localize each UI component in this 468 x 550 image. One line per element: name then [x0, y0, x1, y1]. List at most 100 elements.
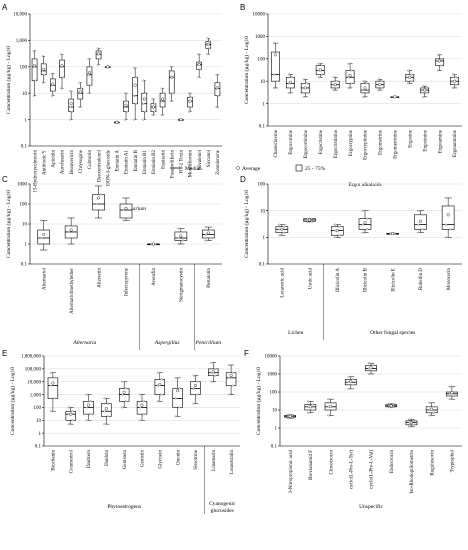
- box-item: Alternariolmethylether: [64, 217, 78, 314]
- box-item: Ergotaminine: [450, 73, 459, 157]
- data-point: [52, 77, 55, 80]
- data-point: [122, 219, 125, 222]
- box-average: [170, 75, 174, 79]
- panel-b: B 0.1 1 10 100 1000 10000 Concentration (µg/kg)…: [240, 3, 462, 188]
- panel-e: E 0.1 1 10 100 1,000 10,000 100,000 1,000,000 Con…: [2, 349, 240, 514]
- data-point: [41, 55, 44, 58]
- box-average: [349, 380, 353, 384]
- box-item: Illicicolin B: [358, 209, 372, 292]
- data-point: [188, 92, 191, 95]
- data-point: [178, 387, 181, 390]
- data-point: [335, 80, 338, 83]
- legend-average-label: Average: [242, 166, 261, 172]
- y-tick-label: 1: [275, 427, 278, 432]
- box-average: [179, 234, 183, 238]
- box-average: [133, 83, 137, 87]
- category-label: Chanoclavine: [274, 129, 279, 157]
- data-point: [445, 223, 447, 226]
- y-tick-label: 10: [22, 92, 28, 97]
- y-tick-label: 1000: [267, 373, 278, 378]
- data-point: [273, 73, 275, 76]
- box-item: Enniatin B2: [150, 98, 157, 175]
- category-label: Nivalenol: [198, 149, 203, 169]
- category-label: Rugulusovin: [430, 450, 435, 476]
- category-label: Siccanol: [207, 149, 212, 167]
- box-average: [430, 407, 434, 411]
- box-iqr: [47, 377, 59, 399]
- data-point: [440, 64, 443, 67]
- data-point: [368, 362, 370, 365]
- data-point: [290, 76, 293, 79]
- data-point: [362, 80, 365, 83]
- category-label: Ergocristinine: [334, 129, 339, 158]
- data-point: [40, 219, 43, 222]
- box-iqr: [77, 88, 84, 100]
- data-point: [215, 73, 218, 76]
- box-average: [408, 75, 412, 79]
- y-tick-label: 1,000: [30, 393, 42, 398]
- category-label: Biochanin: [52, 450, 57, 471]
- category-label: Apicidin: [52, 150, 57, 168]
- box-item: Beauvericin: [68, 90, 75, 174]
- data-point: [449, 204, 452, 207]
- box-item: Alternariol: [37, 219, 51, 290]
- data-point: [290, 86, 293, 89]
- data-point: [327, 398, 330, 401]
- box-average: [335, 229, 339, 233]
- box-average: [348, 73, 352, 77]
- box-item: 15-Hydroxyculmorin: [31, 49, 38, 193]
- data-point: [122, 197, 125, 199]
- category-label: Monocerin: [447, 268, 452, 290]
- data-point: [351, 383, 354, 386]
- category-label: Brevianamid F: [309, 450, 314, 480]
- data-point: [351, 378, 354, 381]
- data-point: [408, 418, 411, 421]
- y-tick-label: 1000: [17, 183, 28, 188]
- box-item: Ergometrine: [375, 78, 385, 155]
- data-point: [139, 419, 142, 422]
- data-point: [139, 393, 142, 396]
- box-iqr: [441, 205, 455, 230]
- data-point: [144, 92, 147, 95]
- data-point: [34, 79, 37, 82]
- data-point: [189, 96, 192, 99]
- data-point: [278, 223, 281, 226]
- category-label: Enniatin B2: [152, 150, 157, 175]
- category-label: Ergotaminine: [453, 129, 458, 157]
- data-point: [214, 374, 217, 377]
- box-average: [122, 390, 126, 394]
- data-point: [192, 374, 195, 377]
- box-average: [87, 403, 91, 407]
- data-point: [99, 193, 102, 196]
- category-label: Lecanoric acid: [281, 268, 286, 298]
- category-label: Culmorin: [88, 150, 93, 170]
- data-point: [40, 237, 43, 239]
- box-item: Usnic acid: [303, 217, 316, 289]
- group-label: Penicillium: [195, 340, 221, 346]
- box-iqr: [225, 372, 237, 386]
- category-label: cyclo(L-Pro-L-Val): [370, 450, 375, 489]
- box-average: [438, 59, 442, 63]
- y-axis-label: Concentration (µg/kg) - Log10: [255, 367, 262, 435]
- data-point: [89, 413, 92, 416]
- data-point: [449, 228, 452, 231]
- box-average: [273, 53, 277, 57]
- group-label-line: glucosides: [211, 508, 234, 514]
- category-label: cyclo(L-Pro-L-Tyr): [349, 450, 354, 489]
- data-point: [95, 203, 98, 205]
- data-point: [71, 110, 74, 113]
- data-point: [205, 233, 208, 236]
- y-tick-label: 100: [270, 391, 278, 396]
- data-point: [53, 376, 56, 379]
- data-point: [421, 228, 424, 231]
- data-point: [169, 65, 172, 68]
- data-point: [428, 414, 431, 417]
- box-average: [151, 105, 155, 109]
- data-point: [417, 209, 420, 212]
- data-point: [305, 91, 308, 94]
- data-point: [50, 94, 53, 97]
- panel-letter: E: [2, 349, 7, 358]
- box-average: [280, 227, 284, 231]
- legend-median-label: Median: [185, 166, 202, 172]
